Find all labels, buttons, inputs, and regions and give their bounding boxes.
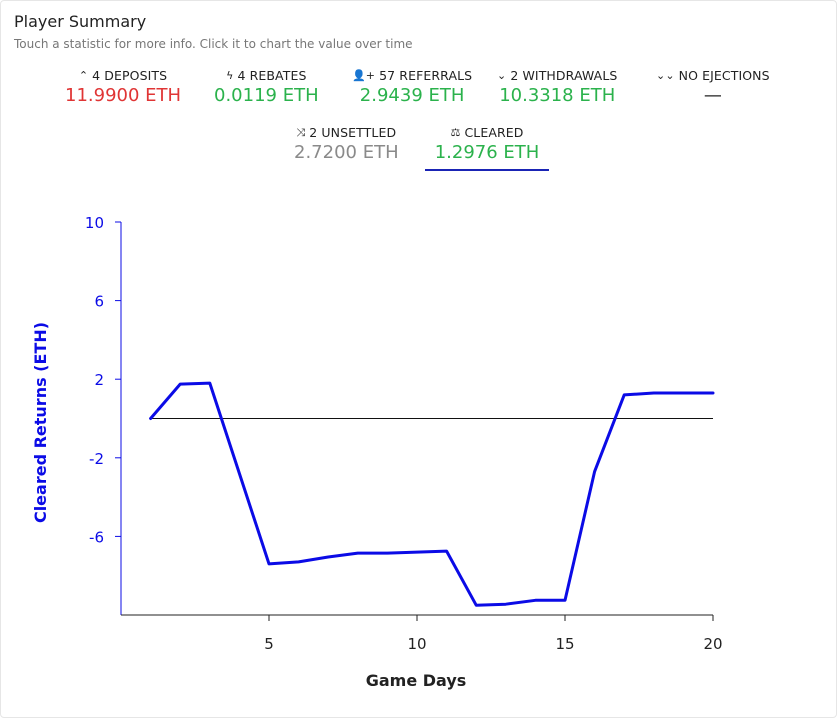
active-stat-underline — [425, 169, 549, 171]
stat-value: 11.9900 ETH — [65, 85, 182, 106]
stat-withdrawals[interactable]: ⌄ 2 WITHDRAWALS 10.3318 ETH — [497, 68, 617, 106]
stat-value: 2.9439 ETH — [359, 85, 465, 106]
panel-title: Player Summary — [14, 12, 147, 31]
x-tick-label: 10 — [407, 635, 426, 653]
stat-value: 1.2976 ETH — [434, 142, 540, 163]
x-tick-label: 5 — [264, 635, 274, 653]
bolt-icon: ϟ — [226, 69, 234, 82]
double-chevron-down-icon: ⌄⌄ — [656, 69, 675, 82]
x-axis-label: Game Days — [366, 671, 467, 690]
stat-referrals[interactable]: 👤+ 57 REFERRALS 2.9439 ETH — [352, 68, 472, 106]
stat-label: CLEARED — [464, 125, 524, 140]
stat-label: 57 REFERRALS — [379, 68, 473, 83]
cleared-returns-series-line — [149, 381, 715, 607]
chevron-up-icon: ⌃ — [78, 69, 89, 82]
y-tick-label: 6 — [94, 293, 104, 311]
y-tick-label: -6 — [89, 528, 104, 546]
stat-label: 4 REBATES — [237, 68, 307, 83]
panel-subtitle: Touch a statistic for more info. Click i… — [14, 37, 413, 51]
stat-cleared[interactable]: ⚖ CLEARED 1.2976 ETH — [425, 125, 549, 171]
stat-label: 4 DEPOSITS — [92, 68, 168, 83]
stat-value: — — [703, 85, 722, 106]
y-tick-label: 2 — [94, 371, 104, 389]
shuffle-icon: ⤨ — [296, 126, 306, 139]
stat-ejections[interactable]: ⌄⌄ NO EJECTIONS — — [656, 68, 770, 106]
stat-label: NO EJECTIONS — [678, 68, 770, 83]
chevron-down-icon: ⌄ — [497, 69, 507, 82]
balance-scale-icon: ⚖ — [450, 126, 461, 139]
user-plus-icon: 👤+ — [352, 69, 376, 82]
stat-unsettled[interactable]: ⤨ 2 UNSETTLED 2.7200 ETH — [294, 125, 399, 163]
y-tick-label: -2 — [89, 450, 104, 468]
stat-label: 2 WITHDRAWALS — [510, 68, 618, 83]
stat-value: 10.3318 ETH — [499, 85, 616, 106]
stat-value: 0.0119 ETH — [214, 85, 319, 106]
stat-label: 2 UNSETTLED — [309, 125, 397, 140]
stat-deposits[interactable]: ⌃ 4 DEPOSITS 11.9900 ETH — [65, 68, 181, 106]
x-tick-label: 20 — [703, 635, 722, 653]
y-tick-label: 10 — [85, 214, 104, 232]
y-axis-label: Cleared Returns (ETH) — [31, 322, 50, 523]
x-tick-label: 15 — [555, 635, 574, 653]
stat-value: 2.7200 ETH — [294, 142, 399, 163]
